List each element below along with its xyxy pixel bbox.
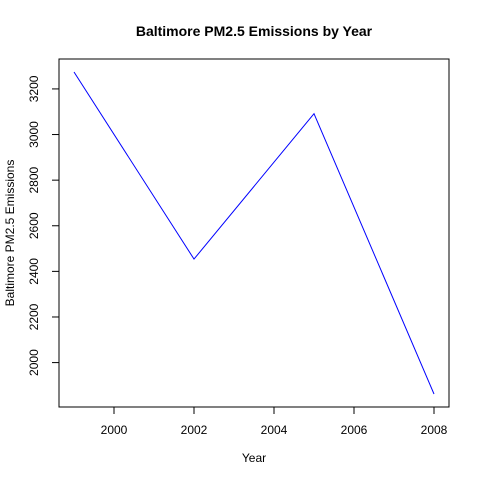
y-tick-label: 2000 [27,349,41,376]
x-tick-label: 2006 [341,423,368,437]
x-tick-label: 2004 [261,423,288,437]
y-axis-label: Baltimore PM2.5 Emissions [3,160,17,307]
data-point [74,72,75,73]
y-tick-label: 2600 [27,212,41,239]
x-tick-label: 2002 [181,423,208,437]
series-line [73,71,435,395]
y-tick-label: 2400 [27,258,41,285]
data-point [194,259,195,260]
y-tick-label: 2800 [27,166,41,193]
series-layer [73,71,435,395]
data-point [314,113,315,114]
data-point [434,394,435,395]
x-tick-label: 2008 [421,423,448,437]
x-axis-label: Year [242,451,266,465]
plot-area-frame [58,58,450,408]
x-axis: 2000 2002 2004 2006 2008 [101,407,448,437]
y-tick-label: 3200 [27,75,41,102]
x-tick-label: 2000 [101,423,128,437]
y-tick-label: 2200 [27,303,41,330]
chart-title: Baltimore PM2.5 Emissions by Year [136,23,373,39]
y-axis: 2000 2200 2400 2600 2800 3000 3200 [27,75,59,376]
y-tick-label: 3000 [27,121,41,148]
